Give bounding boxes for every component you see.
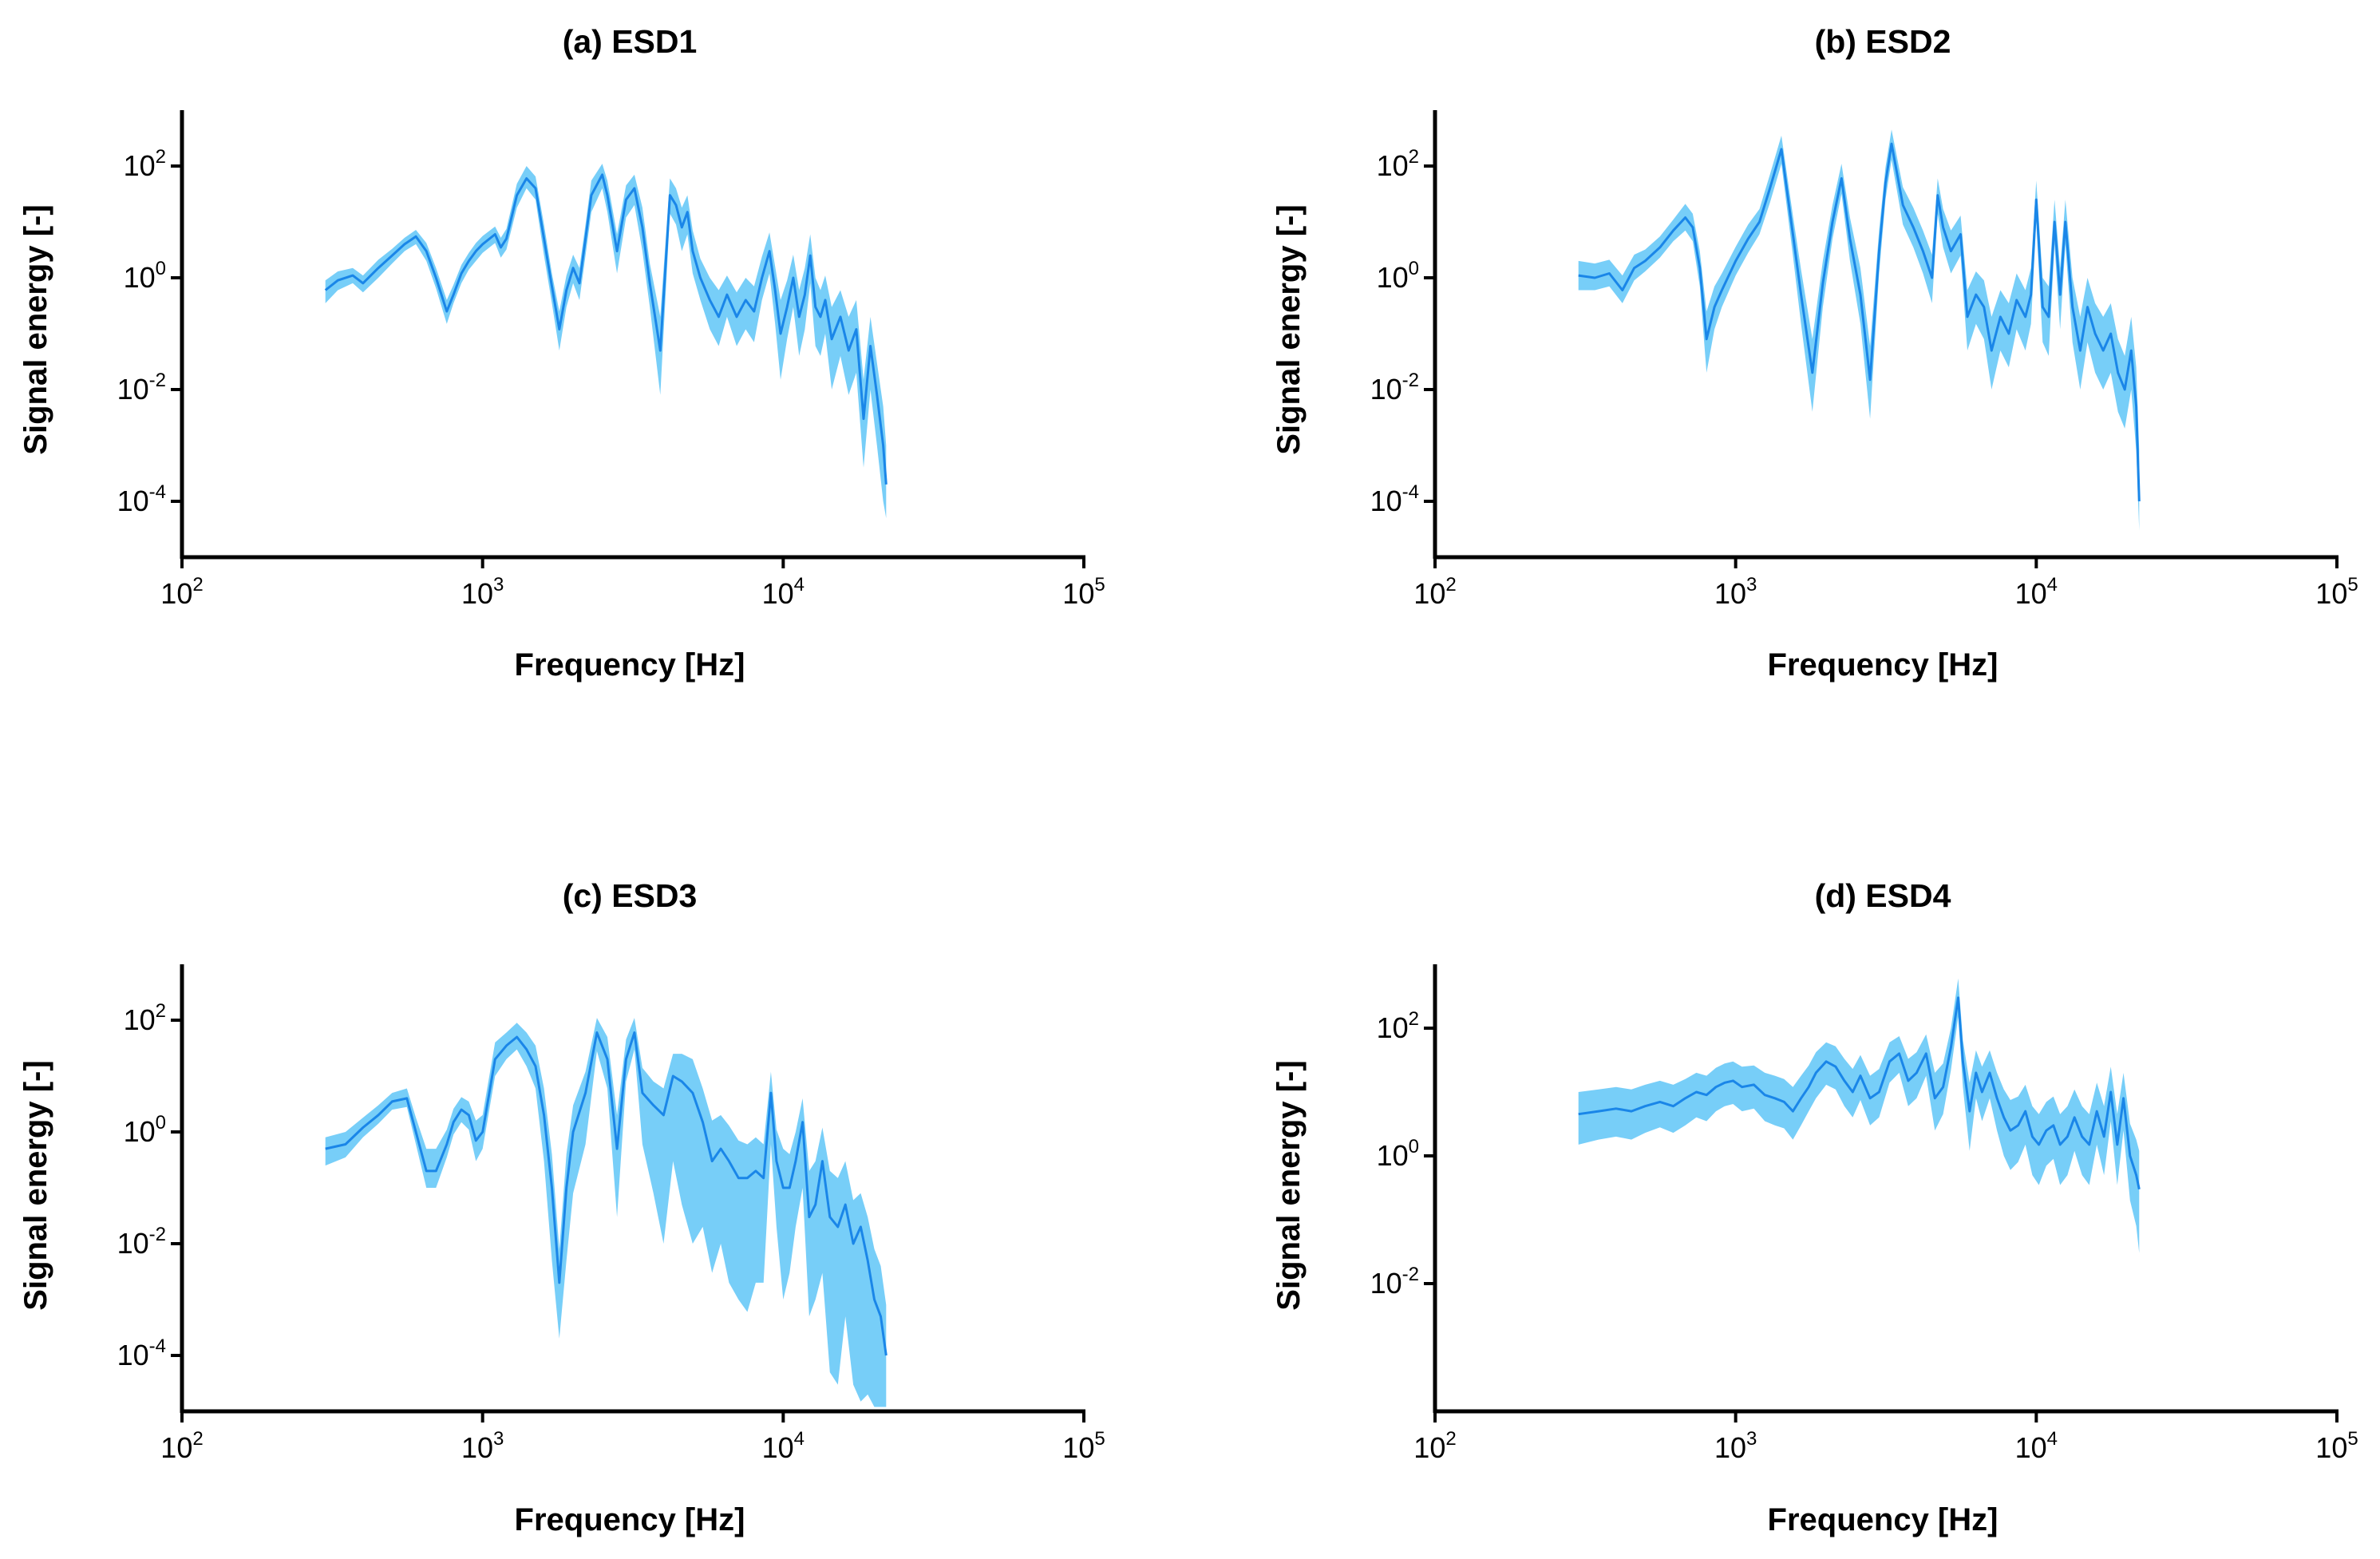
confidence-band (1578, 129, 2140, 531)
panel-esd4: (d) ESD4 Frequency [Hz] Signal energy [-… (1271, 877, 2358, 1537)
y-tick-label: 100 (1377, 1136, 1419, 1172)
panel-title: (d) ESD4 (1815, 877, 1951, 914)
mean-line (1578, 142, 2141, 502)
y-tick-label: 100 (1377, 258, 1419, 294)
x-tick-label: 103 (461, 574, 504, 610)
confidence-band (325, 164, 887, 519)
panel-title: (a) ESD1 (563, 23, 698, 60)
x-tick-label: 104 (2015, 1428, 2058, 1464)
y-tick-label: 10-2 (117, 1224, 166, 1260)
y-tick-label: 102 (1377, 146, 1419, 182)
panel-esd2: (b) ESD2 Frequency [Hz] Signal energy [-… (1271, 23, 2358, 683)
confidence-band (325, 1018, 887, 1407)
y-tick-label: 102 (124, 1000, 166, 1036)
panel-title: (b) ESD2 (1815, 23, 1951, 60)
x-tick-label: 105 (2315, 1428, 2358, 1464)
x-tick-label: 104 (2015, 574, 2058, 610)
x-tick-label: 104 (762, 1428, 805, 1464)
y-tick-label: 10-2 (1370, 370, 1419, 406)
panel-title: (c) ESD3 (563, 877, 698, 914)
y-tick-label: 10-4 (1370, 481, 1419, 517)
x-tick-label: 105 (1062, 574, 1105, 610)
mean-line (1578, 996, 2141, 1190)
x-tick-label: 105 (2315, 574, 2358, 610)
x-tick-label: 105 (1062, 1428, 1105, 1464)
y-axis-label: Signal energy [-] (1271, 1060, 1307, 1310)
y-tick-label: 10-4 (117, 481, 166, 517)
y-tick-label: 102 (1377, 1008, 1419, 1044)
y-tick-label: 10-4 (117, 1335, 166, 1371)
panel-esd3: (c) ESD3 Frequency [Hz] Signal energy [-… (18, 877, 1105, 1537)
x-tick-label: 103 (461, 1428, 504, 1464)
mean-line (324, 173, 888, 485)
x-axis-label: Frequency [Hz] (1768, 1502, 1998, 1537)
mean-line (325, 1031, 888, 1356)
y-axis-label: Signal energy [-] (1271, 204, 1307, 454)
x-tick-label: 102 (1413, 574, 1456, 610)
confidence-band (1578, 978, 2140, 1253)
x-tick-label: 102 (160, 1428, 203, 1464)
x-tick-label: 102 (1413, 1428, 1456, 1464)
x-tick-label: 103 (1714, 574, 1757, 610)
x-tick-label: 102 (160, 574, 203, 610)
x-tick-label: 104 (762, 574, 805, 610)
panel-esd1: (a) ESD1 Frequency [Hz] Signal energy [-… (18, 23, 1105, 683)
x-axis-label: Frequency [Hz] (515, 647, 745, 683)
y-tick-label: 100 (124, 258, 166, 294)
y-tick-label: 10-2 (1370, 1264, 1419, 1300)
x-axis-label: Frequency [Hz] (515, 1502, 745, 1537)
y-tick-label: 10-2 (117, 370, 166, 406)
x-tick-label: 103 (1714, 1428, 1757, 1464)
y-axis-label: Signal energy [-] (18, 1060, 53, 1310)
x-axis-label: Frequency [Hz] (1768, 647, 1998, 683)
y-tick-label: 102 (124, 146, 166, 182)
y-tick-label: 100 (124, 1112, 166, 1148)
y-axis-label: Signal energy [-] (18, 204, 53, 454)
